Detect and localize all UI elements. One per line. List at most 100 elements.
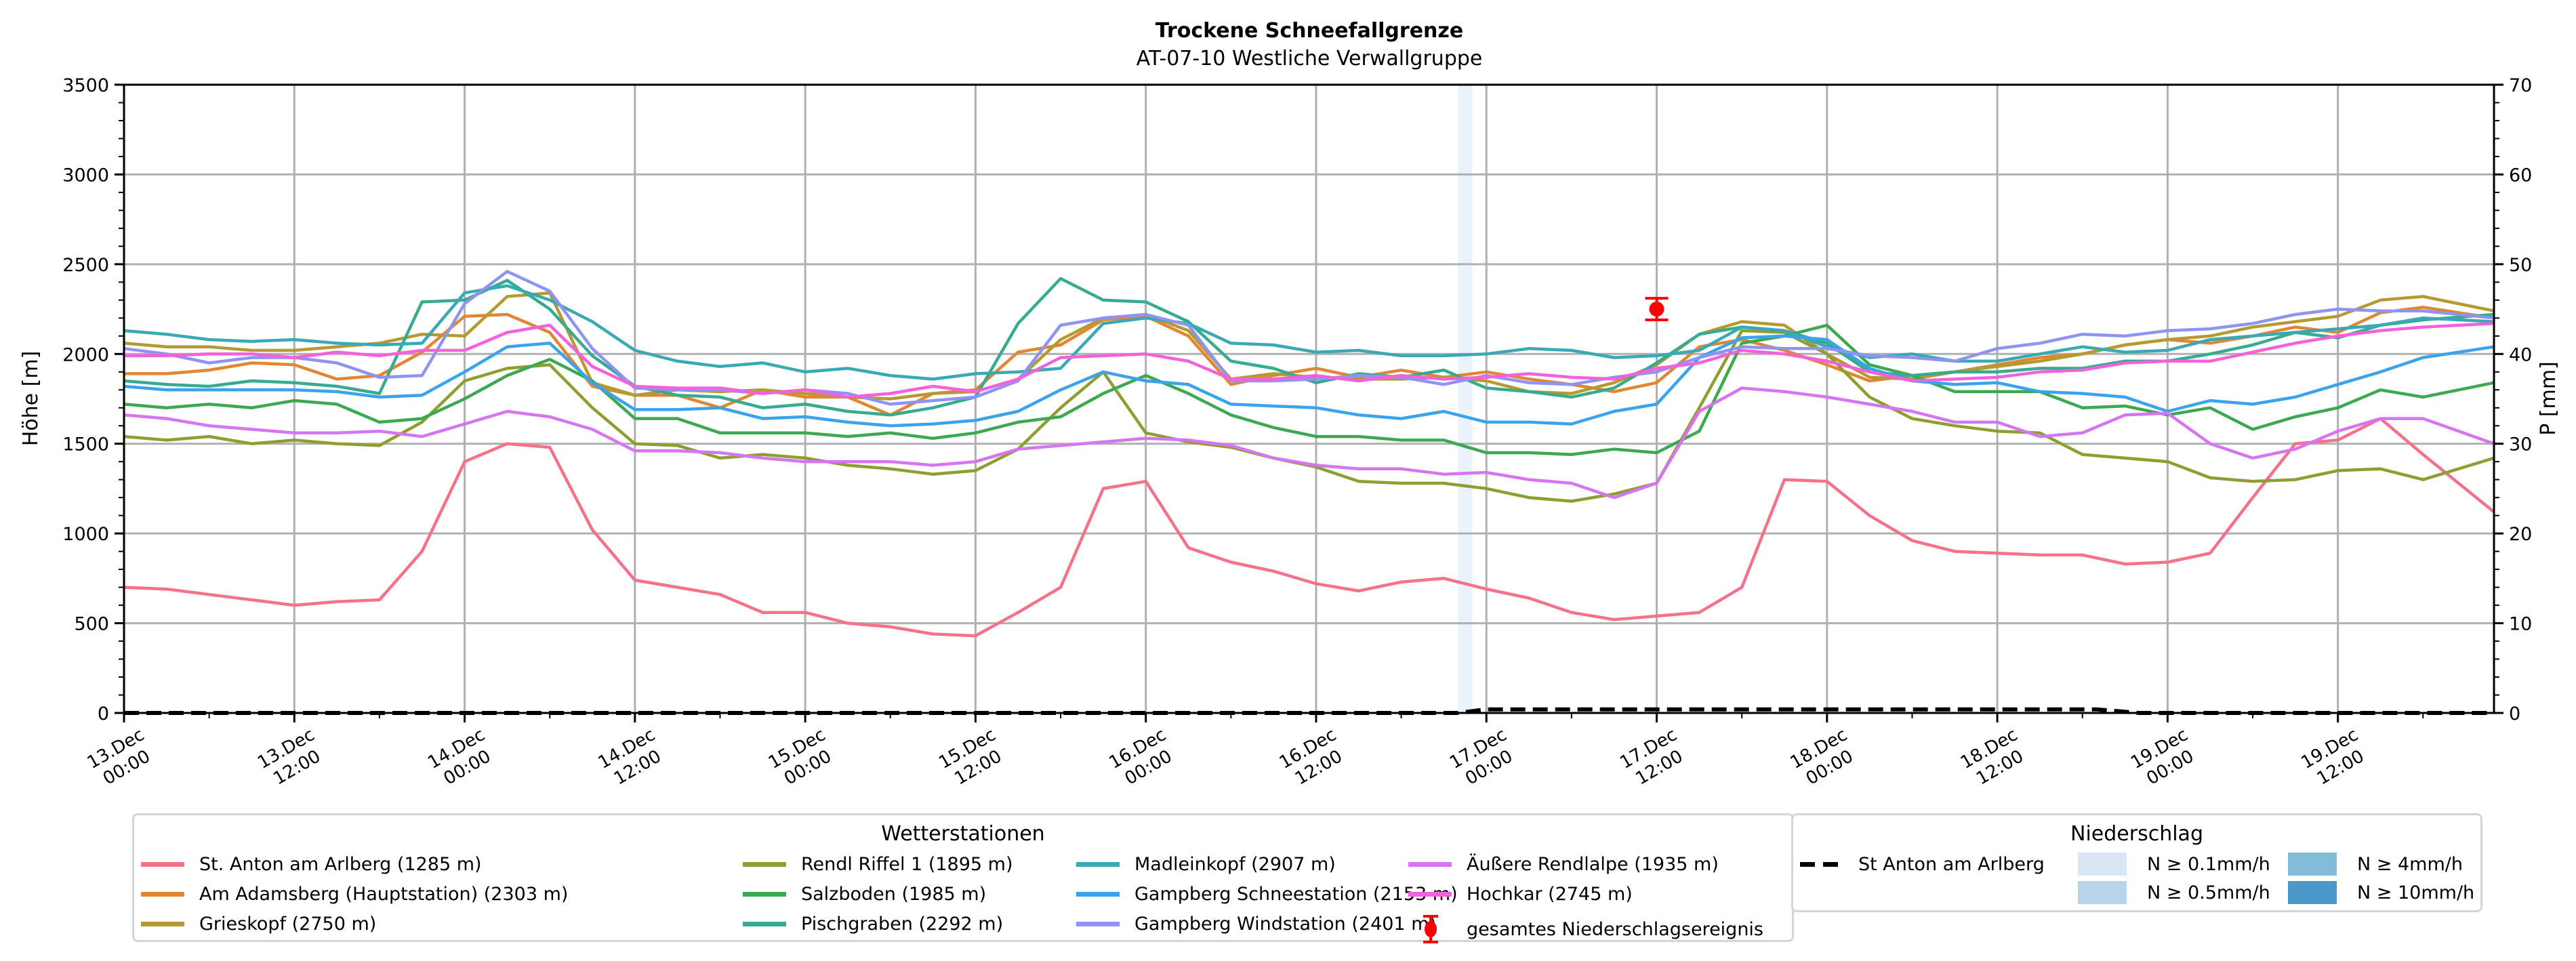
y-right-tick-label: 30 bbox=[2509, 434, 2532, 455]
x-tick-label: 19.Dec00:00 bbox=[2127, 724, 2202, 792]
line-swatch-icon bbox=[141, 922, 184, 926]
y-right-tick-label: 20 bbox=[2509, 524, 2532, 545]
legend-stations: Wetterstationen St. Anton am Arlberg (12… bbox=[132, 813, 1794, 945]
chart-title: Trockene Schneefallgrenze bbox=[1156, 19, 1463, 43]
legend-item-station: Pischgraben (2292 m) bbox=[743, 914, 1003, 935]
y-tick-label: 3000 bbox=[62, 165, 109, 186]
color-patch-icon bbox=[2288, 853, 2337, 876]
line-swatch-icon bbox=[141, 862, 184, 867]
line-swatch-icon bbox=[1408, 892, 1452, 897]
plot-frame bbox=[123, 83, 2495, 714]
legend-label: N ≥ 10mm/h bbox=[2357, 882, 2475, 903]
legend-precip: Niederschlag St Anton am Arlberg N ≥ 0.1… bbox=[1791, 813, 2482, 912]
precip-shade-band bbox=[1458, 85, 1473, 713]
x-tick-label: 17.Dec00:00 bbox=[1446, 724, 1521, 792]
y-tick-label: 1500 bbox=[62, 434, 109, 455]
y-tick-label: 500 bbox=[74, 614, 109, 635]
x-tick-label: 14.Dec12:00 bbox=[595, 724, 670, 792]
series-line-1 bbox=[123, 417, 2495, 638]
x-tick-label: 16.Dec00:00 bbox=[1105, 724, 1180, 792]
x-tick-label: 18.Dec12:00 bbox=[1957, 724, 2032, 792]
legend-item-station: Am Adamsberg (Hauptstation) (2303 m) bbox=[141, 884, 568, 905]
series-line-7 bbox=[123, 284, 2495, 381]
errorbar-marker-icon bbox=[1420, 914, 1441, 945]
y-right-tick-label: 60 bbox=[2509, 165, 2532, 186]
legend-item-station: Gampberg Windstation (2401 m) bbox=[1076, 914, 1436, 935]
y-tick-label: 2500 bbox=[62, 255, 109, 276]
grid-layer bbox=[124, 85, 2494, 713]
legend-label: gesamtes Niederschlagsereignis bbox=[1467, 918, 1763, 940]
x-tick-label: 18.Dec00:00 bbox=[1787, 724, 1862, 792]
y-right-tick-label: 70 bbox=[2509, 75, 2532, 96]
line-swatch-icon bbox=[1076, 862, 1120, 867]
legend-label: Gampberg Windstation (2401 m) bbox=[1134, 914, 1437, 935]
event-point bbox=[1649, 302, 1664, 317]
x-tick-label: 16.Dec12:00 bbox=[1276, 724, 1351, 792]
color-patch-icon bbox=[2078, 881, 2127, 904]
y-tick-label: 1000 bbox=[62, 524, 109, 545]
series-line-11 bbox=[124, 322, 2495, 399]
x-tick-label: 15.Dec12:00 bbox=[935, 724, 1010, 792]
y-axis-right: 0 10 20 30 40 50 60 70 bbox=[2494, 75, 2532, 724]
legend-item-station: Madleinkopf (2907 m) bbox=[1076, 854, 1336, 875]
series-line-3 bbox=[123, 291, 2495, 401]
legend-label: N ≥ 0.1mm/h bbox=[2147, 853, 2270, 875]
x-axis: 13.Dec00:00 13.Dec12:00 14.Dec00:00 14.Dec1… bbox=[84, 713, 2424, 792]
event-marker-layer bbox=[1645, 297, 1669, 321]
legend-label: Rendl Riffel 1 (1895 m) bbox=[801, 854, 1013, 875]
series-line-8 bbox=[123, 334, 2495, 428]
y-axis-label: Höhe [m] bbox=[19, 351, 43, 447]
legend-precip-title: Niederschlag bbox=[2070, 822, 2203, 846]
x-tick-label: 14.Dec00:00 bbox=[424, 724, 499, 792]
line-swatch-icon bbox=[743, 862, 786, 867]
y-right-tick-label: 40 bbox=[2509, 344, 2532, 365]
line-swatch-icon bbox=[1076, 922, 1120, 926]
series-layer bbox=[123, 270, 2495, 638]
series-line-6 bbox=[123, 277, 2495, 417]
legend-label: Gampberg Schneestation (2153 m) bbox=[1134, 884, 1458, 905]
x-tick-label: 13.Dec00:00 bbox=[84, 724, 159, 792]
legend-label: Pischgraben (2292 m) bbox=[801, 914, 1004, 935]
legend-item-station: Rendl Riffel 1 (1895 m) bbox=[743, 854, 1013, 875]
legend-label: Am Adamsberg (Hauptstation) (2303 m) bbox=[199, 884, 569, 905]
legend-label: Hochkar (2745 m) bbox=[1467, 884, 1633, 905]
x-tick-label: 15.Dec00:00 bbox=[765, 724, 840, 792]
legend-item-precip-level: N ≥ 0.1mm/h bbox=[2078, 853, 2270, 876]
legend-stations-title: Wetterstationen bbox=[881, 822, 1045, 846]
line-swatch-icon bbox=[1076, 892, 1120, 897]
legend-label: Madleinkopf (2907 m) bbox=[1134, 854, 1336, 875]
x-tick-label: 13.Dec12:00 bbox=[254, 724, 329, 792]
y-tick-label: 2000 bbox=[62, 344, 109, 365]
legend-item-precip-level: N ≥ 10mm/h bbox=[2288, 881, 2474, 904]
legend-label: N ≥ 0.5mm/h bbox=[2147, 882, 2270, 903]
legend-item-station: gesamtes Niederschlagsereignis bbox=[1408, 914, 1763, 945]
legend-label: N ≥ 4mm/h bbox=[2357, 853, 2463, 875]
legend-item-precip-level: N ≥ 0.5mm/h bbox=[2078, 881, 2270, 904]
legend-item-station: Salzboden (1985 m) bbox=[743, 884, 986, 905]
y-axis-right-label: P [mm] bbox=[2537, 361, 2560, 435]
line-swatch-icon bbox=[141, 892, 184, 897]
legend-label: Äußere Rendlalpe (1935 m) bbox=[1467, 854, 1719, 875]
precip-layer bbox=[124, 707, 2494, 715]
y-right-tick-label: 10 bbox=[2509, 614, 2532, 635]
y-right-tick-label: 50 bbox=[2509, 255, 2532, 276]
series-line-5 bbox=[123, 323, 2495, 456]
legend-item-station: Grieskopf (2750 m) bbox=[141, 914, 376, 935]
legend-item-station: Gampberg Schneestation (2153 m) bbox=[1076, 884, 1458, 905]
legend-item-precip-line: St Anton am Arlberg bbox=[1800, 854, 2045, 875]
series-line-10 bbox=[123, 386, 2495, 499]
dashed-line-icon bbox=[1800, 862, 1843, 867]
color-patch-icon bbox=[2288, 881, 2337, 904]
y-tick-label: 0 bbox=[98, 703, 109, 724]
legend-item-station: Hochkar (2745 m) bbox=[1408, 884, 1633, 905]
legend-label: St Anton am Arlberg bbox=[1858, 854, 2045, 875]
legend-label: Salzboden (1985 m) bbox=[801, 884, 987, 905]
x-tick-label: 19.Dec12:00 bbox=[2297, 724, 2372, 792]
line-swatch-icon bbox=[743, 892, 786, 897]
legend-item-station: Äußere Rendlalpe (1935 m) bbox=[1408, 854, 1719, 875]
chart-subtitle: AT-07-10 Westliche Verwallgruppe bbox=[1137, 47, 1483, 70]
series-line-9 bbox=[123, 270, 2495, 406]
precip-shading-layer bbox=[1458, 85, 1473, 713]
legend-label: Grieskopf (2750 m) bbox=[199, 914, 377, 935]
